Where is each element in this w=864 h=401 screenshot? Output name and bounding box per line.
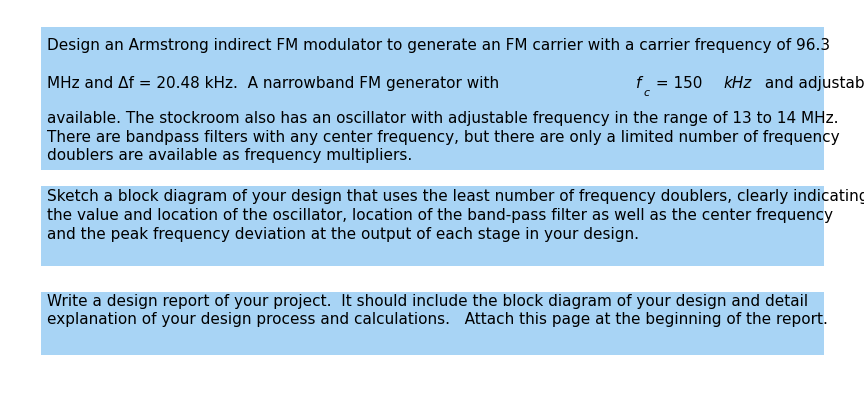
Text: c: c	[644, 87, 649, 97]
Text: Design an Armstrong indirect FM modulator to generate an FM carrier with a carri: Design an Armstrong indirect FM modulato…	[47, 38, 829, 53]
Text: and adjustable Δf=9~12 Hz is: and adjustable Δf=9~12 Hz is	[760, 76, 864, 91]
Text: and the peak frequency deviation at the output of each stage in your design.: and the peak frequency deviation at the …	[47, 226, 638, 241]
Text: There are bandpass filters with any center frequency, but there are only a limit: There are bandpass filters with any cent…	[47, 129, 839, 144]
Text: the value and location of the oscillator, location of the band-pass filter as we: the value and location of the oscillator…	[47, 207, 833, 222]
Bar	[41, 293, 824, 355]
Text: f: f	[636, 76, 642, 91]
Text: = 150: = 150	[651, 76, 708, 91]
Text: doublers are available as frequency multipliers.: doublers are available as frequency mult…	[47, 148, 412, 163]
Bar	[41, 28, 824, 170]
Bar	[41, 186, 824, 267]
Text: explanation of your design process and calculations.   Attach this page at the b: explanation of your design process and c…	[47, 312, 828, 326]
Text: Write a design report of your project.  It should include the block diagram of y: Write a design report of your project. I…	[47, 293, 808, 308]
Text: Sketch a block diagram of your design that uses the least number of frequency do: Sketch a block diagram of your design th…	[47, 188, 864, 203]
Text: kHz: kHz	[723, 76, 752, 91]
Text: available. The stockroom also has an oscillator with adjustable frequency in the: available. The stockroom also has an osc…	[47, 110, 838, 125]
Text: MHz and Δf = 20.48 kHz.  A narrowband FM generator with: MHz and Δf = 20.48 kHz. A narrowband FM …	[47, 76, 504, 91]
